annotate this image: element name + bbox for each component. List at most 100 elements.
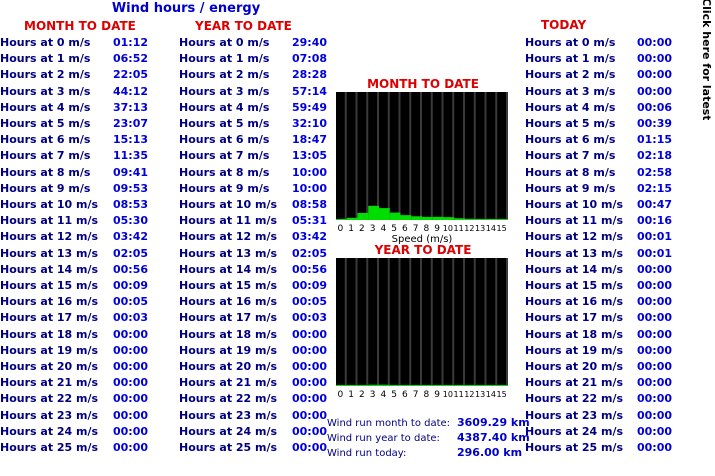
latest-link[interactable]: Click here for latest — [699, 0, 715, 120]
month-row-label: Hours at 7 m/s — [0, 149, 91, 163]
month-row-label: Hours at 19 m/s — [0, 343, 99, 357]
month-row: Hours at 22 m/s 00:00 — [0, 391, 153, 407]
wind-run-month-label: Wind run month to date: — [327, 418, 451, 429]
chart-gridline — [463, 258, 465, 386]
today-row-label: Hours at 15 m/s — [525, 279, 624, 292]
today-section-title: TODAY — [541, 18, 587, 32]
chart-gridline — [366, 92, 369, 220]
chart-tick-label: 10 — [443, 224, 453, 233]
chart-tick-label: 11 — [454, 224, 464, 233]
year-row: Hours at 24 m/s 00:00 — [179, 424, 332, 440]
year-row-value: 07:08 — [292, 52, 328, 66]
year-row: Hours at 14 m/s 00:56 — [179, 262, 332, 278]
month-row-value: 00:00 — [113, 424, 149, 438]
today-row-label: Hours at 23 m/s — [525, 408, 624, 422]
today-row-label: Hours at 10 m/s — [525, 198, 624, 211]
year-row-value: 00:00 — [292, 408, 328, 422]
chart-tick-label: 2 — [359, 390, 365, 400]
year-row-label: Hours at 0 m/s — [179, 36, 270, 49]
today-row-label: Hours at 5 m/s — [525, 117, 616, 130]
today-row: Hours at 11 m/s 00:16 — [525, 213, 677, 229]
month-row-value: 00:09 — [113, 279, 149, 292]
chart-bar — [422, 385, 433, 386]
year-row-label: Hours at 6 m/s — [179, 133, 270, 147]
chart-tick-label: 8 — [424, 390, 430, 400]
today-row-value: 00:00 — [637, 408, 673, 422]
month-row-label: Hours at 9 m/s — [0, 181, 91, 195]
year-row-label: Hours at 1 m/s — [179, 52, 270, 66]
chart-gridline — [484, 92, 487, 220]
month-row-label: Hours at 12 m/s — [0, 230, 99, 244]
year-row: Hours at 19 m/s 00:00 — [179, 343, 332, 359]
chart-gridline — [430, 258, 433, 386]
month-row-value: 37:13 — [113, 100, 149, 114]
today-row-label: Hours at 9 m/s — [525, 181, 616, 195]
year-row: Hours at 13 m/s 02:05 — [179, 246, 332, 262]
chart-bar — [475, 219, 487, 220]
today-row: Hours at 21 m/s 00:00 — [525, 375, 677, 391]
month-row-label: Hours at 17 m/s — [0, 311, 99, 325]
chart-gridline — [409, 92, 412, 220]
year-row-label: Hours at 15 m/s — [179, 279, 278, 292]
chart-bar — [357, 212, 369, 220]
today-row: Hours at 2 m/s 00:00 — [525, 67, 677, 83]
month-row: Hours at 24 m/s 00:00 — [0, 424, 153, 440]
today-row-value: 00:06 — [637, 100, 673, 114]
today-row-label: Hours at 4 m/s — [525, 100, 616, 114]
year-row-value: 00:09 — [292, 279, 328, 292]
today-row-value: 00:00 — [637, 84, 673, 98]
today-row-label: Hours at 1 m/s — [525, 52, 616, 66]
chart-bar — [368, 205, 379, 220]
today-row-value: 02:18 — [637, 149, 673, 163]
today-row-value: 00:00 — [637, 392, 673, 406]
month-row: Hours at 16 m/s 00:05 — [0, 294, 153, 310]
year-row-value: 10:00 — [292, 181, 328, 195]
month-row: Hours at 11 m/s 05:30 — [0, 213, 153, 229]
chart-bar — [422, 216, 433, 220]
chart-bar — [454, 385, 465, 386]
chart-gridline — [398, 92, 401, 220]
chart-x-axis-label: Speed (m/s) — [392, 234, 453, 244]
year-row-label: Hours at 21 m/s — [179, 376, 278, 390]
year-row-value: 10:00 — [292, 165, 328, 179]
month-row-label: Hours at 23 m/s — [0, 408, 99, 422]
year-row: Hours at 4 m/s 59:49 — [179, 100, 332, 116]
chart-tick-label: 13 — [475, 224, 485, 233]
today-row-value: 00:00 — [637, 424, 673, 438]
today-row: Hours at 19 m/s 00:00 — [525, 343, 677, 359]
today-row-value: 00:39 — [637, 117, 673, 130]
today-row-value: 00:01 — [637, 246, 673, 260]
chart-gridline — [506, 258, 508, 386]
year-row-label: Hours at 8 m/s — [179, 165, 270, 179]
chart-bar — [411, 385, 422, 386]
year-row-label: Hours at 5 m/s — [179, 117, 270, 130]
month-row: Hours at 19 m/s 00:00 — [0, 343, 153, 359]
latest-link-text[interactable]: Click here for latest — [700, 0, 713, 120]
month-row: Hours at 21 m/s 00:00 — [0, 375, 153, 391]
today-row: Hours at 20 m/s 00:00 — [525, 359, 677, 375]
chart-tick-label: 6 — [402, 224, 408, 234]
month-row-label: Hours at 14 m/s — [0, 262, 99, 276]
year-row-value: 05:31 — [292, 214, 328, 228]
month-row-value: 09:41 — [113, 165, 149, 179]
today-row: Hours at 17 m/s 00:00 — [525, 310, 677, 326]
chart-bar — [400, 215, 412, 220]
chart-bar — [389, 385, 401, 386]
month-row: Hours at 13 m/s 02:05 — [0, 246, 153, 262]
year-row-value: 00:00 — [292, 343, 328, 357]
year-row-label: Hours at 4 m/s — [179, 100, 270, 114]
today-row-label: Hours at 18 m/s — [525, 327, 624, 341]
year-row-value: 57:14 — [292, 84, 328, 98]
today-row-value: 00:00 — [637, 68, 673, 82]
today-row-value: 00:00 — [637, 343, 673, 357]
today-row: Hours at 8 m/s 02:58 — [525, 165, 677, 181]
year-row-label: Hours at 14 m/s — [179, 262, 278, 276]
today-row-label: Hours at 12 m/s — [525, 230, 624, 244]
year-row-label: Hours at 2 m/s — [179, 68, 270, 82]
chart-gridline — [463, 92, 465, 220]
month-chart-title: MONTH TO DATE — [367, 77, 479, 91]
month-row-label: Hours at 18 m/s — [0, 327, 99, 341]
chart-tick-label: 15 — [497, 390, 507, 399]
month-row-value: 01:12 — [113, 36, 149, 49]
year-row: Hours at 9 m/s 10:00 — [179, 181, 332, 197]
